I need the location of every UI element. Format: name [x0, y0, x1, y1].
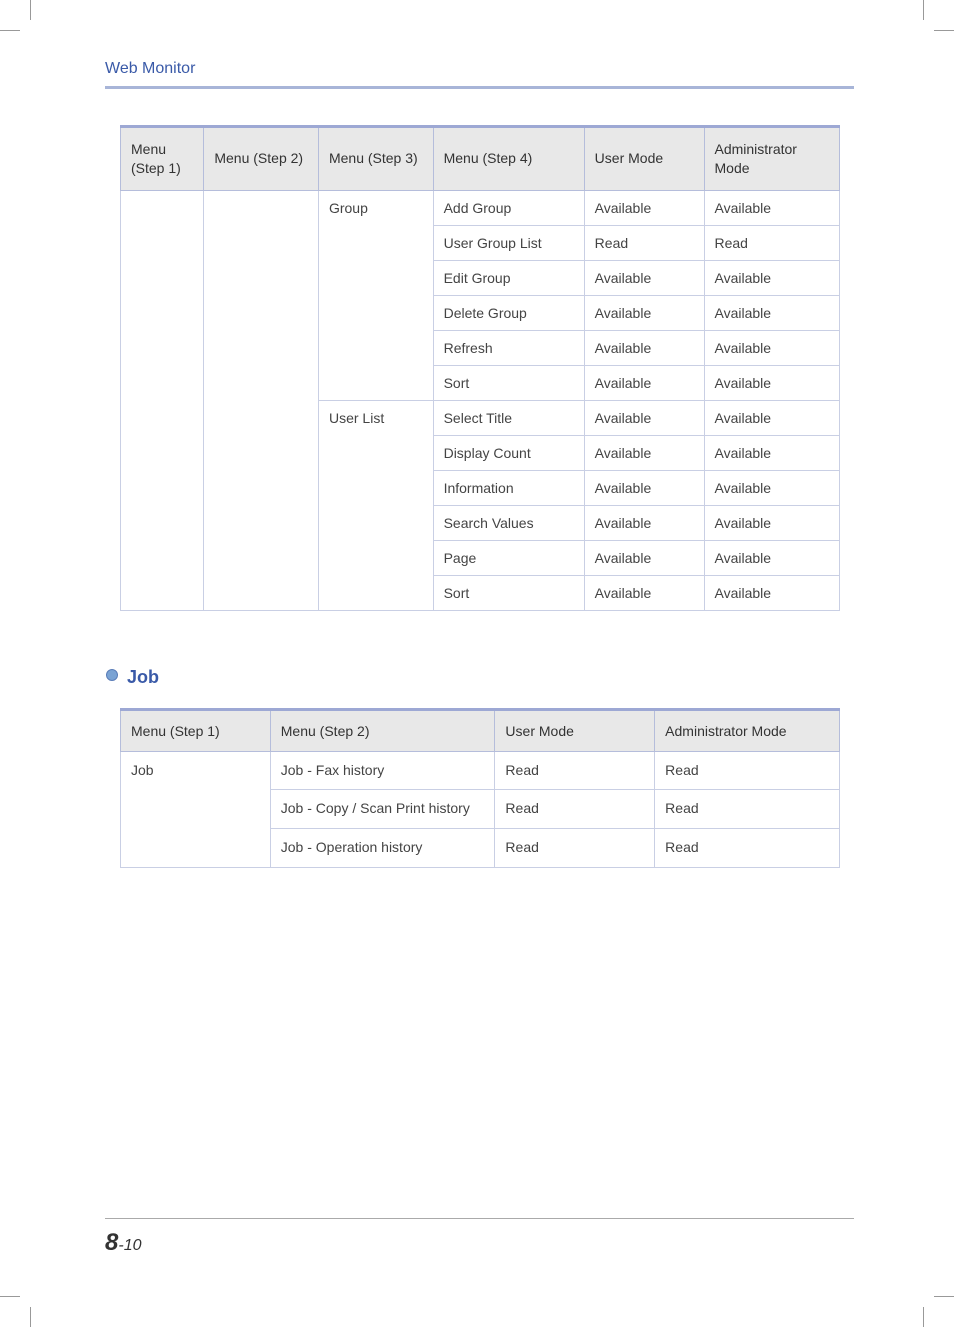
cell-admin: Read [655, 751, 840, 790]
cell-step4: Edit Group [433, 260, 584, 295]
cell-step3: User List [318, 400, 433, 610]
chapter-number: 8 [105, 1229, 118, 1256]
cell-admin: Available [704, 190, 840, 225]
table-row: Group Add Group Available Available [121, 190, 840, 225]
cell-admin: Available [704, 400, 840, 435]
section-heading-text: Job [127, 667, 159, 688]
cell-user: Available [584, 330, 704, 365]
footer-rule [105, 1218, 854, 1219]
cell-step4: Display Count [433, 435, 584, 470]
cell-admin: Available [704, 435, 840, 470]
cell-step4: Add Group [433, 190, 584, 225]
cell-user: Available [584, 540, 704, 575]
cell-step4: Sort [433, 365, 584, 400]
page-footer: 8-10 [105, 1218, 854, 1257]
cell-user: Available [584, 190, 704, 225]
crop-mark [0, 30, 20, 31]
page-subnumber: 10 [124, 1237, 142, 1254]
cell-user: Available [584, 435, 704, 470]
cell-admin: Available [704, 540, 840, 575]
cell-admin: Available [704, 575, 840, 610]
bullet-icon [105, 668, 119, 687]
cell-step4: Delete Group [433, 295, 584, 330]
cell-admin: Read [704, 225, 840, 260]
table-header-row: Menu (Step 1) Menu (Step 2) User Mode Ad… [121, 709, 840, 751]
cell-user: Available [584, 260, 704, 295]
crop-mark [923, 0, 924, 20]
cell-step2: Job - Copy / Scan Print history [270, 790, 495, 829]
cell-user: Available [584, 400, 704, 435]
cell-user: Available [584, 365, 704, 400]
cell-admin: Available [704, 365, 840, 400]
cell-user: Read [495, 751, 655, 790]
col-header: User Mode [584, 127, 704, 191]
cell-step4: Search Values [433, 505, 584, 540]
permissions-table: Menu (Step 1) Menu (Step 2) Menu (Step 3… [120, 125, 840, 611]
cell-admin: Read [655, 790, 840, 829]
col-header: Menu (Step 1) [121, 709, 271, 751]
cell-user: Available [584, 470, 704, 505]
col-header: Menu (Step 2) [270, 709, 495, 751]
page-number: 8-10 [105, 1229, 854, 1257]
cell-step4: User Group List [433, 225, 584, 260]
crop-mark [934, 30, 954, 31]
cell-step3: Group [318, 190, 433, 400]
cell-admin: Available [704, 260, 840, 295]
col-header: Menu (Step 3) [318, 127, 433, 191]
cell-admin: Available [704, 295, 840, 330]
page-header-title: Web Monitor [105, 60, 854, 78]
crop-mark [934, 1296, 954, 1297]
crop-mark [923, 1307, 924, 1327]
cell-user: Available [584, 575, 704, 610]
cell-admin: Read [655, 828, 840, 867]
col-header: Menu (Step 1) [121, 127, 204, 191]
section-heading: Job [105, 667, 854, 688]
cell-step1: Job [121, 751, 271, 867]
cell-user: Read [584, 225, 704, 260]
cell-step4: Select Title [433, 400, 584, 435]
col-header: User Mode [495, 709, 655, 751]
cell-step4: Page [433, 540, 584, 575]
table-header-row: Menu (Step 1) Menu (Step 2) Menu (Step 3… [121, 127, 840, 191]
col-header: Administrator Mode [704, 127, 840, 191]
crop-mark [30, 0, 31, 20]
cell-admin: Available [704, 505, 840, 540]
cell-step2 [204, 190, 319, 610]
cell-user: Read [495, 828, 655, 867]
cell-admin: Available [704, 470, 840, 505]
cell-step2: Job - Operation history [270, 828, 495, 867]
cell-step4: Sort [433, 575, 584, 610]
cell-user: Available [584, 295, 704, 330]
col-header: Menu (Step 2) [204, 127, 319, 191]
job-table: Menu (Step 1) Menu (Step 2) User Mode Ad… [120, 708, 840, 868]
cell-user: Available [584, 505, 704, 540]
cell-admin: Available [704, 330, 840, 365]
crop-mark [30, 1307, 31, 1327]
cell-step1 [121, 190, 204, 610]
col-header: Menu (Step 4) [433, 127, 584, 191]
cell-step4: Information [433, 470, 584, 505]
cell-step4: Refresh [433, 330, 584, 365]
crop-mark [0, 1296, 20, 1297]
col-header: Administrator Mode [655, 709, 840, 751]
table-row: Job Job - Fax history Read Read [121, 751, 840, 790]
cell-user: Read [495, 790, 655, 829]
cell-step2: Job - Fax history [270, 751, 495, 790]
header-rule [105, 86, 854, 89]
